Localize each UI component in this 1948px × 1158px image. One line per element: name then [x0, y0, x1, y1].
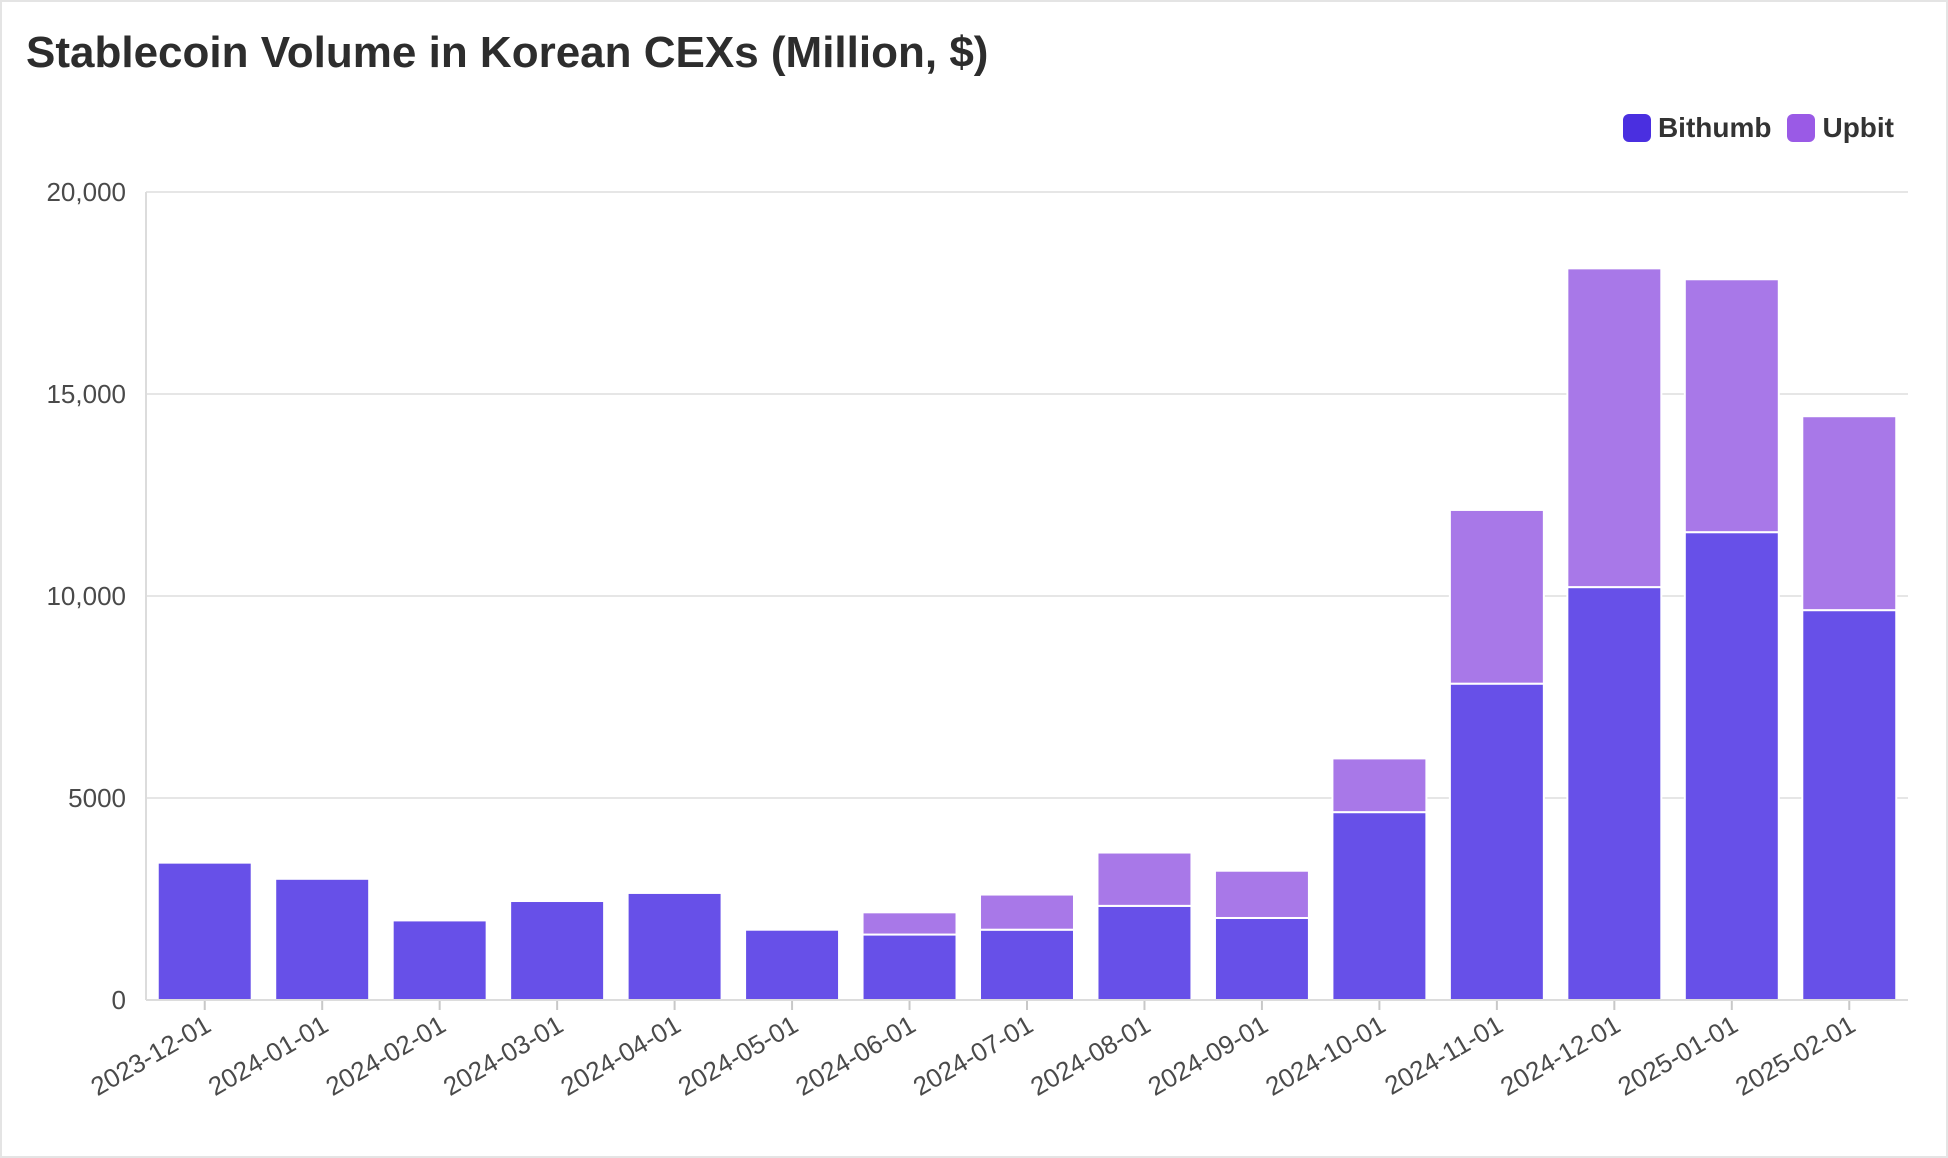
- x-tick-label: 2024-04-01: [555, 1009, 685, 1101]
- bar-bithumb: [1331, 811, 1428, 1002]
- x-tick-label: 2023-12-01: [86, 1009, 216, 1101]
- x-tick-label: 2025-02-01: [1730, 1009, 1860, 1101]
- chart-title: Stablecoin Volume in Korean CEXs (Millio…: [26, 28, 989, 77]
- bar-bithumb: [626, 891, 723, 1001]
- x-tick-label: 2024-06-01: [790, 1009, 920, 1101]
- chart-legend: Bithumb Upbit: [1622, 112, 1894, 144]
- x-tick-label: 2024-05-01: [673, 1009, 803, 1101]
- bar-bithumb: [1683, 531, 1780, 1002]
- bar-upbit: [1448, 508, 1545, 685]
- legend-item-upbit: Upbit: [1787, 112, 1894, 144]
- x-tick-label: 2024-07-01: [908, 1009, 1038, 1101]
- bar-upbit: [1801, 415, 1898, 612]
- x-tick-label: 2024-01-01: [203, 1009, 333, 1101]
- y-tick-label: 15,000: [46, 379, 126, 409]
- bar-bithumb: [1096, 904, 1193, 1001]
- x-tick-label: 2024-12-01: [1495, 1009, 1625, 1101]
- bar-bithumb: [509, 900, 606, 1002]
- bar-bithumb: [744, 928, 841, 1001]
- x-tick-label: 2024-02-01: [320, 1009, 450, 1101]
- bar-bithumb: [861, 933, 958, 1001]
- x-tick-label: 2024-11-01: [1379, 1009, 1508, 1101]
- bar-bithumb: [1213, 916, 1310, 1001]
- bar-upbit: [979, 893, 1075, 931]
- bar-upbit: [1096, 851, 1193, 907]
- legend-label-upbit: Upbit: [1822, 112, 1894, 143]
- y-tick-label: 5000: [68, 783, 126, 813]
- x-tick-label: 2024-10-01: [1260, 1009, 1390, 1101]
- bar-bithumb: [979, 928, 1075, 1001]
- y-tick-label: 0: [112, 985, 126, 1015]
- x-tick-label: 2024-08-01: [1025, 1009, 1155, 1101]
- x-tick-label: 2024-09-01: [1143, 1009, 1273, 1101]
- x-tick-label: 2025-01-01: [1613, 1009, 1743, 1101]
- bar-bithumb: [1801, 609, 1898, 1001]
- bar-bithumb: [274, 877, 371, 1001]
- legend-item-bithumb: Bithumb: [1622, 112, 1772, 144]
- y-tick-label: 20,000: [46, 177, 126, 207]
- bar-bithumb: [156, 861, 253, 1002]
- y-tick-label: 10,000: [46, 581, 126, 611]
- bar-bithumb: [391, 919, 488, 1001]
- legend-swatch-bithumb: [1622, 114, 1651, 142]
- bar-upbit: [1566, 267, 1663, 589]
- legend-swatch-upbit: [1787, 114, 1816, 142]
- x-tick-label: 2024-03-01: [438, 1009, 568, 1101]
- bar-upbit: [1213, 869, 1310, 919]
- bar-bithumb: [1566, 586, 1663, 1001]
- bar-upbit: [861, 911, 958, 936]
- bar-upbit: [1331, 757, 1428, 814]
- bar-upbit: [1683, 278, 1780, 534]
- bar-bithumb: [1448, 682, 1545, 1002]
- legend-label-bithumb: Bithumb: [1657, 112, 1772, 143]
